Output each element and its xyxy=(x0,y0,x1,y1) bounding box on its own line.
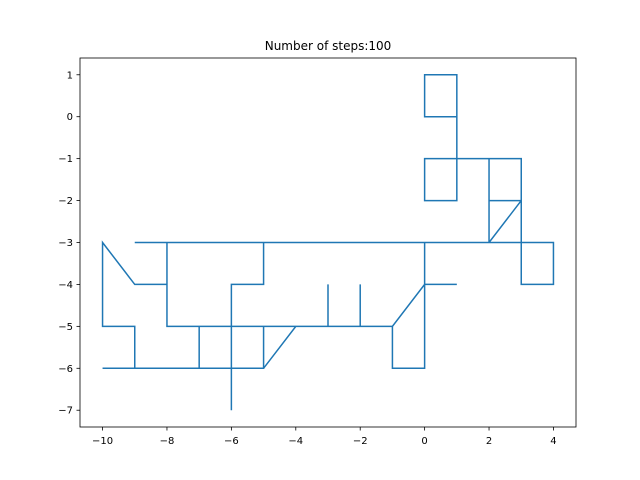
y-tick-label: −4 xyxy=(58,280,73,291)
plot-series xyxy=(101,74,555,411)
x-tick-label: −10 xyxy=(92,436,113,447)
y-tick-label: 1 xyxy=(67,70,73,81)
y-tick-label: −2 xyxy=(58,196,73,207)
x-tick-label: −2 xyxy=(353,436,368,447)
x-tick-label: −6 xyxy=(224,436,239,447)
y-tick-label: −5 xyxy=(58,322,73,333)
y-axis: −7 −6 −5 −4 −3 −2 −1 0 1 xyxy=(58,70,80,417)
y-tick-label: −6 xyxy=(58,364,73,375)
x-axis: −10 −8 −6 −4 −2 0 2 4 xyxy=(92,427,557,447)
y-tick-label: −3 xyxy=(58,238,73,249)
x-tick-label: 0 xyxy=(421,436,427,447)
x-tick-label: −4 xyxy=(288,436,303,447)
series-line-0 xyxy=(101,74,555,411)
y-tick-label: −7 xyxy=(58,406,73,417)
chart-title: Number of steps:100 xyxy=(265,39,392,53)
x-tick-label: −8 xyxy=(160,436,175,447)
x-tick-label: 2 xyxy=(486,436,492,447)
y-tick-label: −1 xyxy=(58,154,73,165)
y-tick-label: 0 xyxy=(67,112,73,123)
x-tick-label: 4 xyxy=(550,436,556,447)
